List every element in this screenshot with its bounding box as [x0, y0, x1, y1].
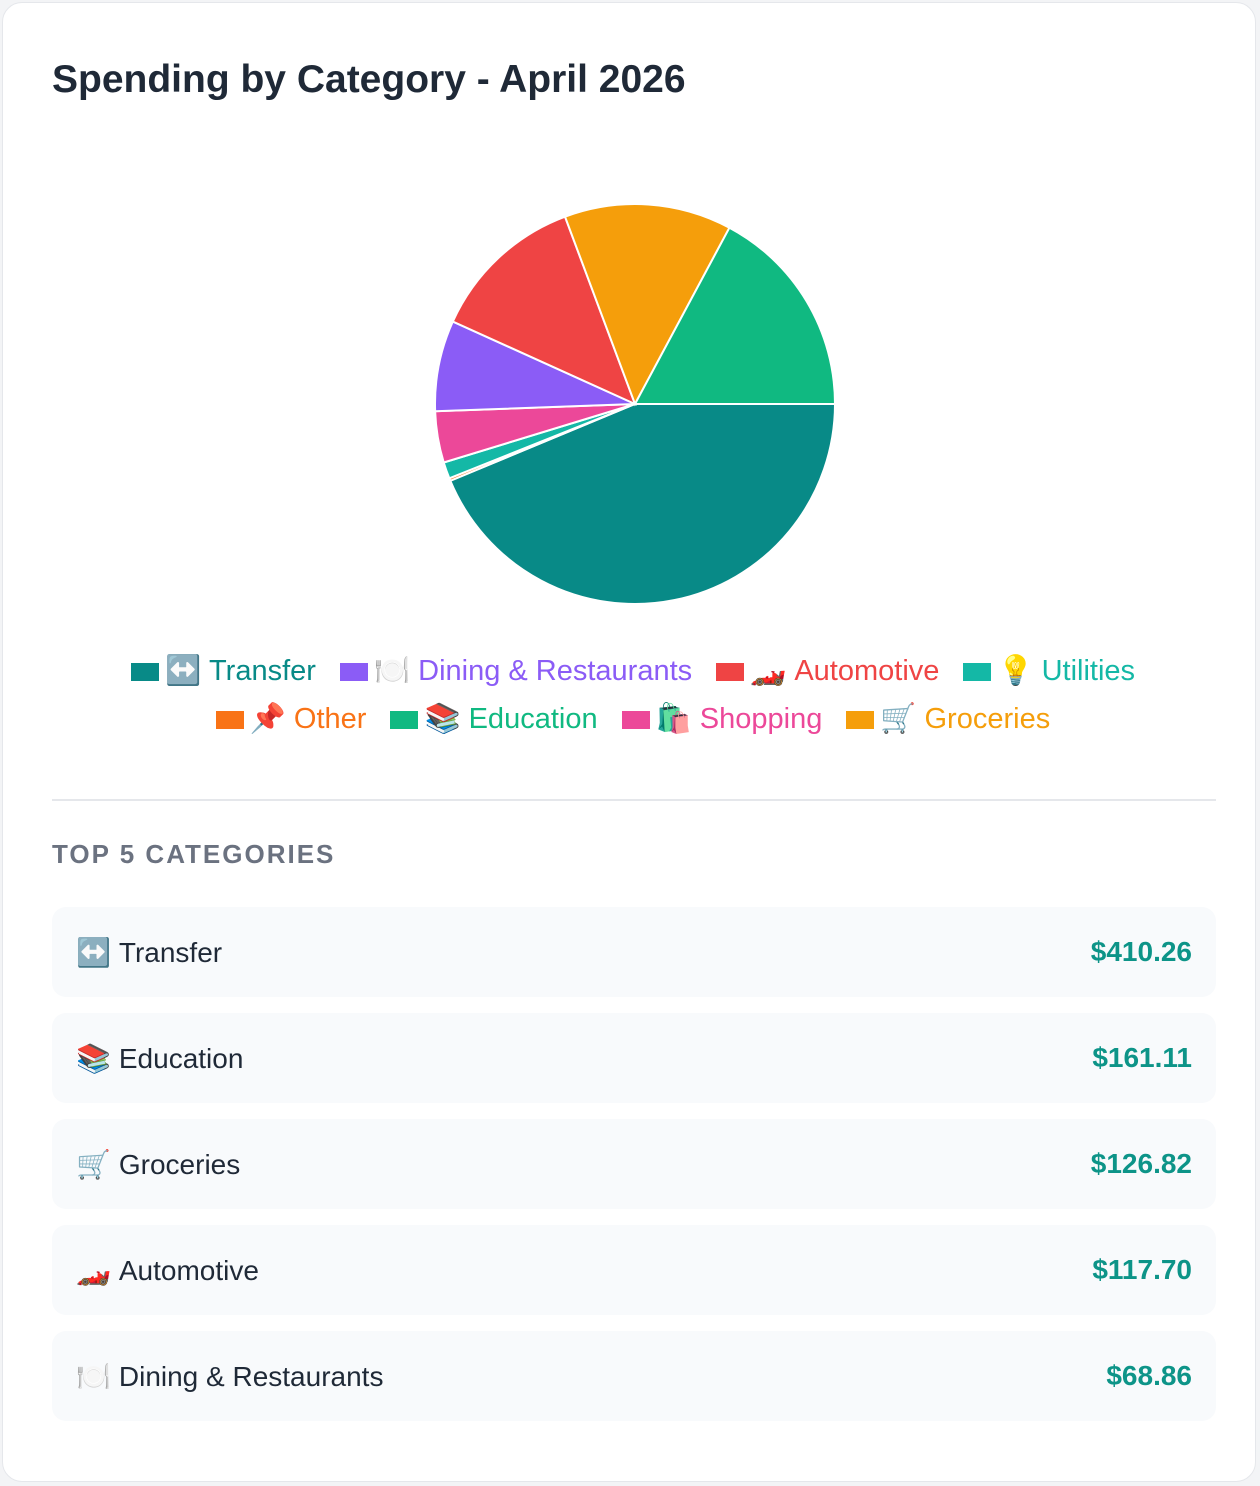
category-row-transfer[interactable]: ↔️ Transfer $410.26 [52, 907, 1216, 997]
light-bulb-icon: 💡 [997, 655, 1034, 687]
pie-slice-education[interactable] [633, 226, 837, 405]
category-amount: $161.11 [1092, 1042, 1192, 1073]
category-row-groceries[interactable]: 🛒 Groceries $126.82 [52, 1119, 1216, 1209]
transfer-arrows-icon: ↔️ [76, 936, 111, 968]
category-name: Transfer [118, 936, 223, 968]
legend-item-education[interactable]: 📚 Education [390, 695, 598, 743]
category-label: 🍽️ Dining & Restaurants [76, 1360, 383, 1393]
pie-slice-groceries[interactable] [563, 203, 731, 407]
race-car-icon: 🏎️ [76, 1254, 111, 1286]
legend-swatch [846, 711, 875, 729]
shopping-cart-icon: 🛒 [76, 1148, 111, 1180]
category-row-education[interactable]: 📚 Education $161.11 [52, 1013, 1216, 1103]
legend-item-other[interactable]: 📌 Other [215, 695, 367, 743]
top-categories-list: ↔️ Transfer $410.26 📚 Education $161.11 🛒 G… [52, 907, 1216, 1437]
legend-label: Groceries [924, 703, 1051, 735]
category-label: 🏎️ Automotive [76, 1254, 259, 1287]
legend-item-shopping[interactable]: 🛍️ Shopping [621, 695, 823, 743]
category-amount: $126.82 [1090, 1148, 1192, 1179]
pie-slice-transfer[interactable] [449, 403, 837, 605]
shopping-cart-icon: 🛒 [880, 703, 917, 735]
legend-swatch [716, 663, 745, 681]
legend-label: Dining & Restaurants [418, 655, 693, 687]
legend-item-utilities[interactable]: 💡 Utilities [963, 647, 1135, 695]
legend-swatch [340, 663, 369, 681]
legend-label: Utilities [1041, 655, 1136, 687]
section-divider [52, 799, 1216, 801]
top-categories-heading: TOP 5 CATEGORIES [52, 839, 336, 869]
plate-icon: 🍽️ [374, 655, 411, 687]
category-amount: $117.70 [1092, 1254, 1192, 1285]
category-name: Automotive [118, 1254, 259, 1286]
legend-item-automotive[interactable]: 🏎️ Automotive [716, 647, 939, 695]
category-label: 📚 Education [76, 1042, 243, 1075]
pie-slice-automotive[interactable] [451, 215, 637, 406]
legend-item-dining[interactable]: 🍽️ Dining & Restaurants [340, 647, 692, 695]
legend-label: Other [293, 703, 367, 735]
category-row-dining[interactable]: 🍽️ Dining & Restaurants $68.86 [52, 1331, 1216, 1421]
pie-chart [434, 203, 837, 605]
category-amount: $410.26 [1090, 936, 1192, 967]
legend-swatch [130, 663, 159, 681]
legend-label: Transfer [209, 655, 316, 687]
legend-swatch [215, 711, 244, 729]
legend-item-transfer[interactable]: ↔️ Transfer [130, 647, 316, 695]
race-car-icon: 🏎️ [750, 655, 787, 687]
category-name: Education [118, 1042, 244, 1074]
category-amount: $68.86 [1106, 1360, 1192, 1391]
legend-swatch [621, 711, 650, 729]
chart-legend: ↔️ Transfer 🍽️ Dining & Restaurants 🏎️ Auto… [73, 647, 1193, 743]
transfer-arrows-icon: ↔️ [164, 655, 202, 687]
pushpin-icon: 📌 [249, 703, 286, 735]
category-label: ↔️ Transfer [76, 936, 222, 969]
books-icon: 📚 [424, 703, 461, 735]
legend-swatch [963, 663, 992, 681]
legend-label: Shopping [699, 703, 823, 735]
legend-label: Education [468, 703, 598, 735]
category-name: Groceries [118, 1148, 241, 1180]
chart-title: Spending by Category - April 2026 [52, 58, 686, 101]
shopping-bags-icon: 🛍️ [655, 703, 692, 735]
category-row-automotive[interactable]: 🏎️ Automotive $117.70 [52, 1225, 1216, 1315]
legend-swatch [390, 711, 419, 729]
legend-item-groceries[interactable]: 🛒 Groceries [846, 695, 1050, 743]
category-label: 🛒 Groceries [76, 1148, 240, 1181]
plate-icon: 🍽️ [76, 1360, 111, 1392]
category-name: Dining & Restaurants [118, 1360, 384, 1392]
books-icon: 📚 [76, 1042, 111, 1074]
legend-label: Automotive [794, 655, 940, 687]
